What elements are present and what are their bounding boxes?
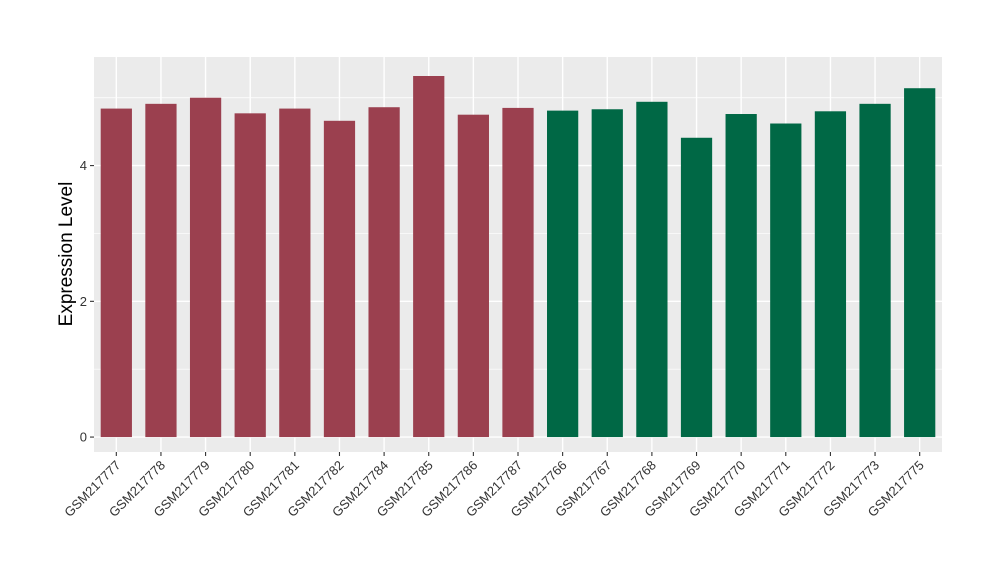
bar-GSM217772	[814, 111, 847, 438]
bar-GSM217768	[636, 101, 668, 438]
bar-GSM217779	[189, 97, 222, 438]
y-axis: 0 2 4	[80, 158, 94, 445]
bars	[100, 76, 936, 438]
bar-GSM217777	[100, 108, 132, 438]
bar-GSM217778	[145, 103, 177, 438]
bar-GSM217769	[680, 137, 713, 438]
y-axis-title: Expression Level	[56, 182, 77, 327]
bar-GSM217781	[279, 108, 311, 438]
y-tick-label: 2	[80, 294, 87, 309]
bar-GSM217784	[368, 107, 400, 438]
bar-GSM217773	[859, 103, 891, 438]
bar-GSM217780	[234, 113, 266, 438]
bar-GSM217770	[725, 114, 757, 438]
bar-GSM217767	[591, 109, 623, 438]
bar-GSM217766	[547, 110, 579, 438]
x-axis: GSM217777GSM217778GSM217779GSM217780GSM2…	[61, 452, 927, 520]
y-tick-label: 4	[80, 158, 87, 173]
bar-GSM217786	[457, 114, 489, 438]
bar-GSM217782	[323, 120, 356, 438]
y-tick-label: 0	[80, 430, 87, 445]
bar-GSM217787	[502, 107, 534, 438]
bar-GSM217785	[413, 76, 445, 438]
bar-GSM217775	[904, 88, 936, 438]
bar-GSM217771	[770, 123, 802, 438]
